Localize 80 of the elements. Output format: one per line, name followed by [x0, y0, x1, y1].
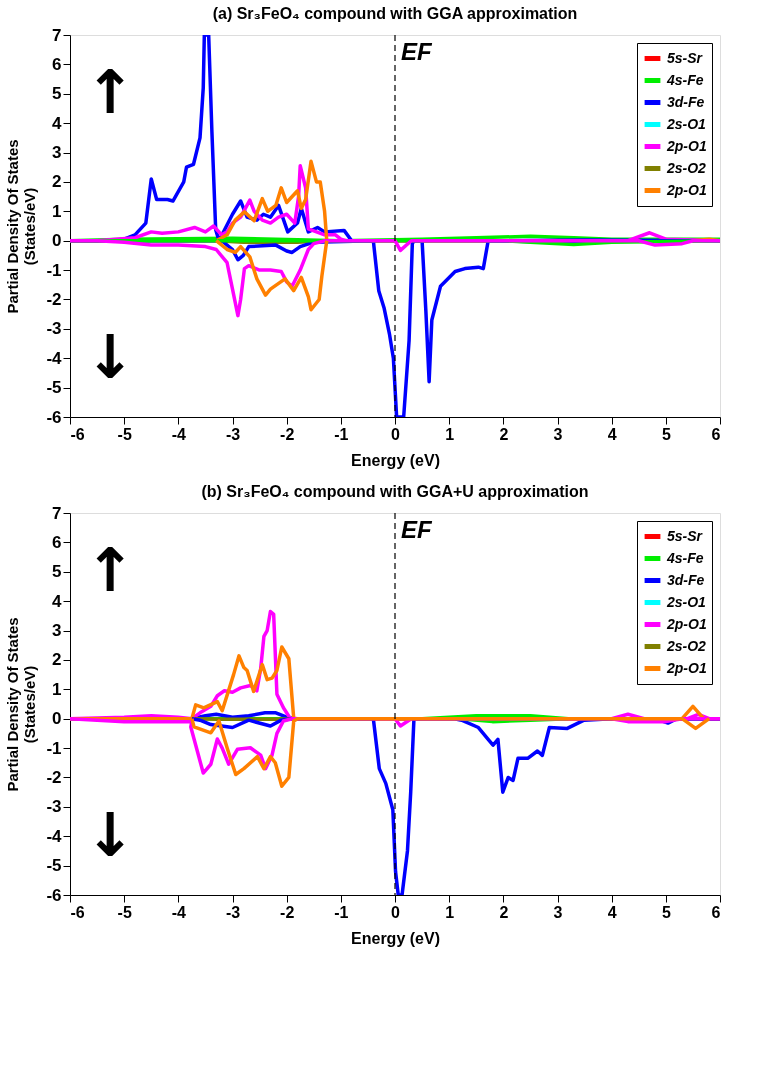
- x-tick-label: -1: [334, 425, 349, 443]
- legend-label: 2s-O1: [666, 115, 707, 132]
- x-tick-label: -2: [280, 425, 295, 443]
- legend-label: 2p-O1: [666, 181, 707, 198]
- ref-line-label: EF: [401, 38, 434, 65]
- y-tick-label: -3: [46, 319, 62, 339]
- x-tick-label: -5: [117, 425, 132, 443]
- annotation: ↑: [84, 535, 136, 605]
- y-tick-label: 6: [52, 54, 62, 74]
- x-tick-label: -4: [171, 903, 187, 921]
- x-tick-label: 3: [553, 425, 563, 443]
- x-tick-label: 4: [607, 425, 617, 443]
- x-tick-label: 4: [607, 903, 617, 921]
- y-tick-label: 5: [52, 562, 62, 582]
- legend-label: 2p-O1: [666, 659, 707, 676]
- y-tick-label: -4: [46, 826, 63, 846]
- y-tick-label: 3: [52, 143, 62, 163]
- x-tick-label: -6: [70, 425, 85, 443]
- y-tick-label: 6: [52, 532, 62, 552]
- x-tick-label: 0: [391, 425, 401, 443]
- y-tick-label: -2: [46, 767, 62, 787]
- y-tick-label: -4: [46, 348, 63, 368]
- annotation: ↓: [84, 800, 136, 870]
- x-tick-label: -6: [70, 903, 85, 921]
- legend-label: 5s-Sr: [667, 49, 704, 66]
- y-tick-label: 7: [52, 25, 62, 45]
- x-tick-label: 5: [661, 903, 671, 921]
- y-tick-label: 3: [52, 621, 62, 641]
- legend-label: 2p-O1: [666, 137, 707, 154]
- y-tick-label: 1: [52, 201, 62, 221]
- y-tick-label: 4: [52, 113, 63, 133]
- annotation: ↑: [84, 57, 136, 127]
- y-axis-title: Partial Density Of States (States/eV): [4, 617, 39, 792]
- y-tick-label: -5: [46, 378, 62, 398]
- y-tick-label: 7: [52, 503, 62, 523]
- y-tick-label: -5: [46, 856, 62, 876]
- y-tick-label: -1: [46, 260, 62, 280]
- legend-label: 2p-O1: [666, 615, 707, 632]
- y-tick-label: -6: [46, 885, 62, 905]
- annotation: ↓: [84, 322, 136, 392]
- x-tick-label: 5: [661, 425, 671, 443]
- y-tick-label: -1: [46, 738, 62, 758]
- x-tick-label: -3: [225, 425, 241, 443]
- legend-label: 2s-O1: [666, 593, 707, 610]
- x-tick-label: 1: [445, 425, 455, 443]
- x-tick-label: -4: [171, 425, 187, 443]
- legend-label: 3d-Fe: [667, 571, 705, 588]
- chart-title: (b) Sr₃FeO₄ compound with GGA+U approximation: [201, 483, 589, 500]
- y-tick-label: 0: [52, 709, 62, 729]
- legend-label: 2s-O2: [666, 159, 707, 176]
- x-axis-title: Energy (eV): [351, 451, 440, 469]
- x-tick-label: -5: [117, 903, 132, 921]
- legend-label: 3d-Fe: [667, 93, 705, 110]
- legend-label: 2s-O2: [666, 637, 707, 654]
- x-tick-label: -1: [334, 903, 349, 921]
- y-tick-label: 4: [52, 591, 63, 611]
- ref-line-label: EF: [401, 516, 434, 543]
- x-tick-label: 6: [711, 903, 721, 921]
- chart-title: (a) Sr₃FeO₄ compound with GGA approximation: [212, 5, 578, 22]
- legend-label: 4s-Fe: [666, 549, 704, 566]
- x-tick-label: 2: [499, 903, 509, 921]
- x-tick-label: 0: [391, 903, 401, 921]
- x-tick-label: 2: [499, 425, 509, 443]
- y-tick-label: 0: [52, 231, 62, 251]
- legend-label: 4s-Fe: [666, 71, 704, 88]
- y-tick-label: -2: [46, 289, 62, 309]
- x-tick-label: -2: [280, 903, 295, 921]
- y-tick-label: 2: [52, 650, 62, 670]
- y-tick-label: 2: [52, 172, 62, 192]
- x-tick-label: -3: [225, 903, 241, 921]
- y-tick-label: 5: [52, 84, 62, 104]
- x-tick-label: 1: [445, 903, 455, 921]
- x-axis-title: Energy (eV): [351, 929, 440, 947]
- y-axis-title: Partial Density Of States (States/eV): [4, 139, 39, 314]
- y-tick-label: 1: [52, 679, 62, 699]
- legend-label: 5s-Sr: [667, 527, 704, 544]
- x-tick-label: 6: [711, 425, 721, 443]
- y-tick-label: -3: [46, 797, 62, 817]
- x-tick-label: 3: [553, 903, 563, 921]
- y-tick-label: -6: [46, 407, 62, 427]
